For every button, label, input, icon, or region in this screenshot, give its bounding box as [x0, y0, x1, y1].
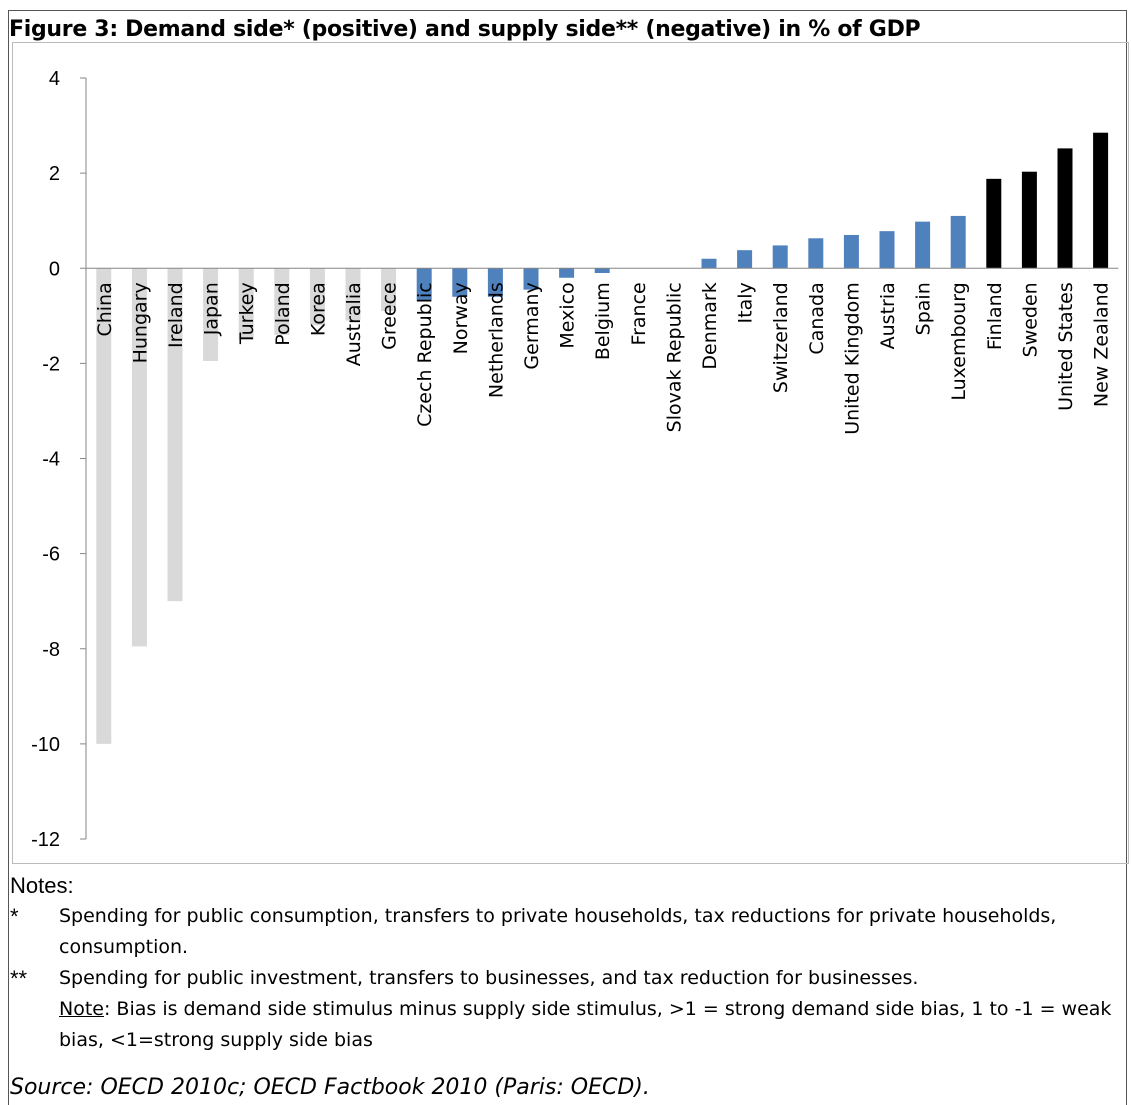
category-label: China — [94, 282, 116, 336]
category-label: Australia — [343, 282, 365, 366]
y-tick-label: 2 — [49, 163, 60, 185]
bar — [167, 268, 183, 602]
category-label: Finland — [984, 282, 1006, 350]
category-label: Hungary — [129, 282, 151, 363]
bar — [594, 268, 610, 274]
category-label: Denmark — [699, 282, 721, 369]
category-label: Sweden — [1019, 282, 1041, 357]
bar — [309, 268, 325, 326]
source-citation: Source: OECD 2010c; OECD Factbook 2010 (… — [10, 1075, 650, 1100]
bar — [381, 268, 397, 312]
y-tick-label: -12 — [31, 829, 60, 851]
bar — [1057, 148, 1073, 269]
category-label: Ireland — [165, 282, 187, 348]
bar — [203, 268, 219, 361]
category-label: Mexico — [557, 282, 579, 348]
bar — [701, 258, 717, 269]
figure-frame — [8, 10, 1127, 1105]
bar — [1093, 132, 1109, 269]
bar — [523, 268, 539, 290]
bar — [986, 178, 1002, 269]
category-label: Spain — [913, 282, 935, 335]
category-label: Norway — [450, 282, 472, 354]
bar — [274, 268, 290, 335]
bar — [950, 215, 966, 269]
category-label: Slovak Republic — [663, 282, 685, 432]
bar — [843, 234, 859, 269]
bar — [487, 268, 503, 297]
note-supply-side: ** Spending for public investment, trans… — [10, 963, 1125, 1056]
bar — [915, 221, 931, 269]
bar — [879, 231, 895, 269]
category-label: Poland — [272, 282, 294, 345]
note-demand-side: * Spending for public consumption, trans… — [10, 901, 1125, 963]
category-label: Japan — [201, 282, 223, 336]
bar — [416, 268, 432, 302]
category-label: Netherlands — [485, 282, 507, 398]
category-label: Czech Republic — [414, 282, 436, 427]
category-label: Switzerland — [770, 282, 792, 393]
category-label: Greece — [379, 282, 401, 350]
note-text: Spending for public investment, transfer… — [59, 967, 919, 989]
bias-note-text: : Bias is demand side stimulus minus sup… — [59, 998, 1112, 1051]
bias-note-label: Note — [59, 998, 104, 1020]
bar — [452, 268, 468, 297]
category-label: Austria — [877, 282, 899, 349]
bar-chart: 4 2 0 -2 -4 -6 -8 -10 -12 China Hungary Ireland Japa… — [31, 68, 1119, 851]
y-tick-label: 4 — [49, 68, 60, 90]
category-label: Germany — [521, 282, 543, 369]
y-tick-label: 0 — [49, 258, 60, 280]
category-label: Italy — [735, 282, 757, 323]
note-text: Spending for public consumption, transfe… — [59, 905, 1057, 958]
category-label: France — [628, 282, 650, 345]
figure-title: Figure 3: Demand side* (positive) and su… — [9, 17, 921, 42]
y-tick-label: -4 — [42, 449, 60, 471]
bar — [737, 250, 753, 269]
bar — [345, 268, 361, 321]
category-label: United States — [1055, 282, 1077, 411]
note-marker: ** — [10, 966, 28, 991]
notes-heading: Notes: — [10, 873, 74, 898]
category-label: United Kingdom — [841, 282, 863, 435]
bar — [96, 268, 112, 744]
notes-section: Notes: * Spending for public consumption… — [10, 870, 1125, 1056]
category-label: New Zealand — [1091, 282, 1113, 407]
category-label: Belgium — [592, 282, 614, 360]
chart-area — [12, 42, 1129, 864]
bar — [1021, 171, 1037, 269]
y-tick-label: -6 — [42, 544, 60, 566]
category-label: Canada — [806, 282, 828, 354]
bar — [772, 245, 788, 269]
bar — [238, 268, 254, 340]
y-tick-label: -2 — [42, 353, 60, 375]
note-marker: * — [10, 904, 19, 929]
category-label: Turkey — [236, 282, 258, 345]
bar — [131, 268, 147, 647]
bar — [559, 268, 575, 278]
y-tick-label: -10 — [31, 734, 60, 756]
bar — [808, 238, 824, 269]
y-tick-label: -8 — [42, 639, 60, 661]
category-label: Korea — [307, 282, 329, 336]
category-label: Luxembourg — [948, 282, 970, 400]
